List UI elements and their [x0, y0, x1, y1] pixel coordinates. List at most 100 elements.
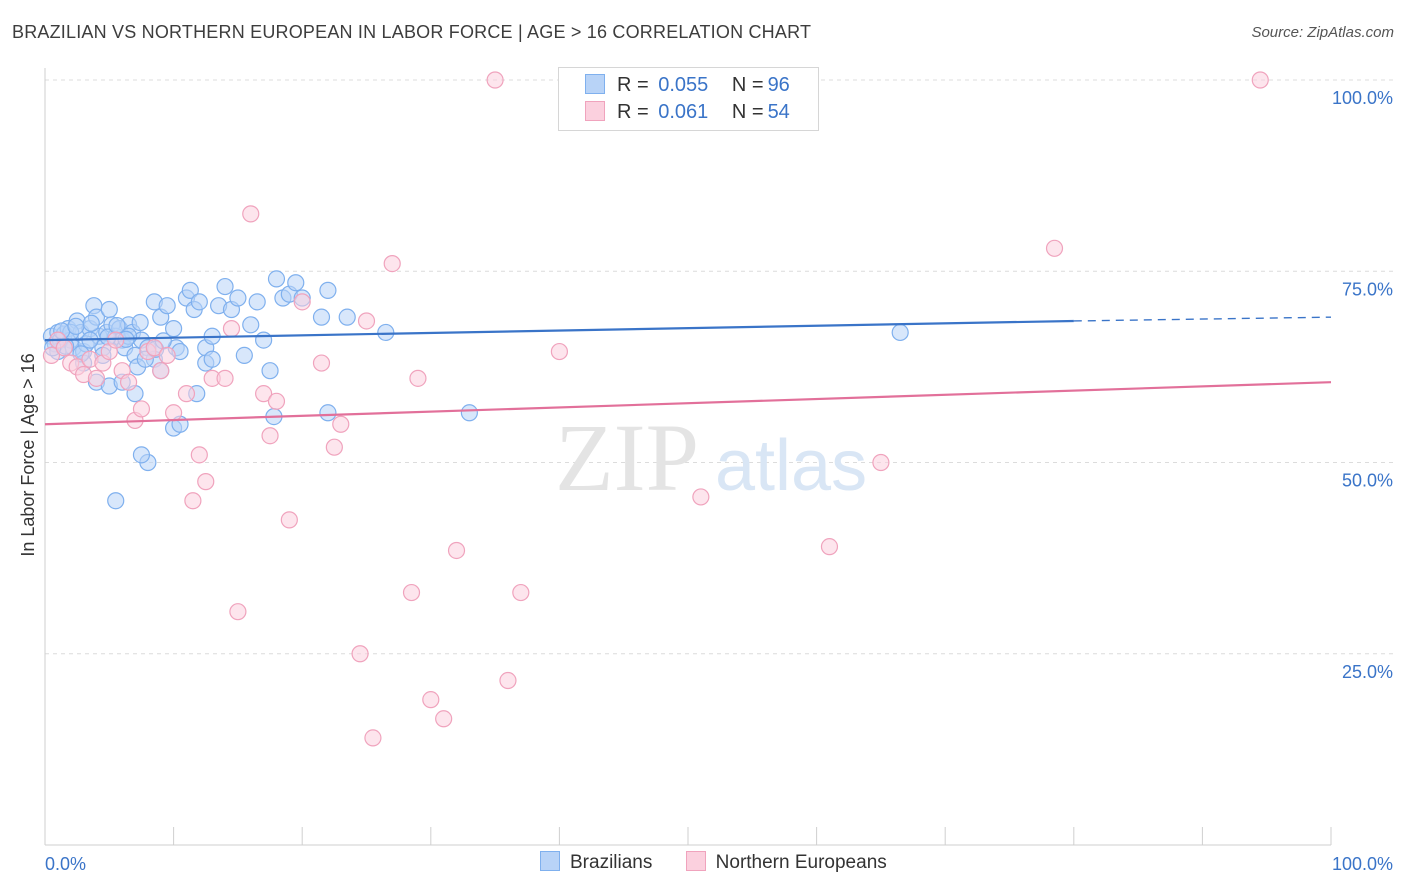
y-tick-label: 50.0%: [1342, 471, 1393, 491]
data-point: [332, 415, 350, 433]
legend-swatch-brazilians: [585, 74, 605, 94]
data-point: [1045, 239, 1064, 257]
data-point: [293, 293, 311, 311]
data-point: [312, 308, 331, 326]
legend-n-value: 96: [767, 74, 790, 96]
data-point: [42, 346, 61, 364]
tick-labels: 100.0% 75.0% 50.0% 25.0% 0.0% 100.0%: [45, 88, 1393, 874]
data-point: [891, 323, 909, 342]
data-point: [242, 205, 260, 223]
data-point: [82, 314, 100, 332]
series-northern-europeans: [42, 71, 1269, 747]
data-point: [325, 438, 343, 456]
trend-line: [44, 381, 1332, 426]
data-point: [235, 346, 253, 364]
data-point: [55, 339, 73, 357]
data-point: [181, 281, 199, 299]
grid-lines: [45, 79, 1393, 655]
data-point: [119, 373, 138, 391]
source-label: Source: ZipAtlas.com: [1251, 24, 1394, 41]
data-point: [383, 255, 401, 273]
watermark-atlas: atlas: [715, 426, 867, 506]
data-point: [216, 369, 234, 387]
data-point: [357, 312, 376, 330]
legend-label: Northern Europeans: [715, 852, 887, 873]
data-point: [255, 331, 273, 349]
legend-r-label: R =: [617, 74, 649, 96]
data-point: [550, 342, 569, 361]
data-point: [108, 316, 126, 335]
data-point: [872, 453, 890, 472]
data-point: [447, 541, 466, 560]
data-point: [190, 446, 208, 464]
data-point: [229, 603, 247, 621]
data-point: [261, 427, 279, 445]
legend-n-value: 54: [767, 101, 790, 123]
y-tick-label: 100.0%: [1332, 88, 1393, 108]
data-point: [820, 538, 839, 556]
data-point: [255, 385, 273, 403]
axes: [44, 68, 1332, 846]
x-tick-label: 100.0%: [1332, 854, 1393, 874]
trend-line: [44, 319, 1074, 342]
data-point: [460, 404, 478, 422]
y-tick-label: 25.0%: [1342, 662, 1393, 682]
data-point: [280, 511, 298, 529]
legend-row-brazilians: R = 0.055 N = 96: [585, 74, 790, 100]
stats-legend: R = 0.055 N = 96 R = 0.061 N = 54: [558, 67, 819, 131]
legend-n-label: N =: [731, 101, 764, 123]
data-point: [184, 492, 202, 510]
data-point: [203, 350, 221, 368]
data-point: [222, 320, 241, 338]
legend-r-value: 0.061: [658, 101, 709, 123]
data-point: [402, 583, 421, 602]
trend-lines: [44, 316, 1332, 426]
data-point: [248, 293, 266, 311]
legend-r-label: R =: [617, 101, 649, 123]
data-point: [486, 71, 504, 89]
data-point: [267, 270, 286, 288]
y-axis-title: In Labor Force | Age > 16: [18, 353, 38, 556]
data-point: [499, 671, 517, 690]
legend-swatch-northern-europeans: [585, 101, 605, 121]
data-point: [197, 473, 215, 491]
data-point: [351, 645, 369, 663]
data-point: [132, 446, 151, 464]
watermark-zip: ZIP: [555, 404, 699, 511]
data-point: [229, 289, 247, 307]
y-tick-label: 75.0%: [1342, 279, 1393, 299]
data-point: [100, 300, 118, 319]
legend-n-label: N =: [731, 74, 764, 96]
data-point: [319, 281, 337, 299]
data-point: [190, 293, 208, 311]
data-point: [177, 385, 196, 403]
data-point: [67, 317, 85, 335]
legend-item-northern-europeans: Northern Europeans: [685, 851, 887, 874]
data-point: [131, 313, 149, 332]
data-point: [152, 362, 170, 380]
data-point: [107, 492, 125, 510]
data-point: [512, 583, 530, 602]
data-point: [158, 346, 176, 364]
data-point: [377, 323, 395, 342]
trend-line-extension: [1073, 316, 1332, 322]
data-point: [312, 354, 331, 372]
data-point: [132, 400, 151, 418]
data-point: [435, 710, 453, 728]
data-point: [364, 729, 382, 747]
data-point: [158, 297, 176, 315]
x-tick-label: 0.0%: [45, 854, 86, 874]
legend-swatch: [685, 851, 706, 871]
legend-r-value: 0.055: [658, 74, 709, 96]
data-point: [409, 369, 427, 387]
legend-item-brazilians: Brazilians: [540, 851, 652, 874]
legend-label: Brazilians: [570, 852, 653, 873]
legend-row-northern-europeans: R = 0.061 N = 54: [585, 101, 790, 127]
data-point: [87, 369, 106, 387]
data-point: [267, 392, 286, 410]
data-point: [216, 277, 234, 296]
data-point: [692, 488, 710, 506]
data-point: [165, 404, 183, 422]
chart-title: BRAZILIAN VS NORTHERN EUROPEAN IN LABOR …: [12, 22, 812, 42]
